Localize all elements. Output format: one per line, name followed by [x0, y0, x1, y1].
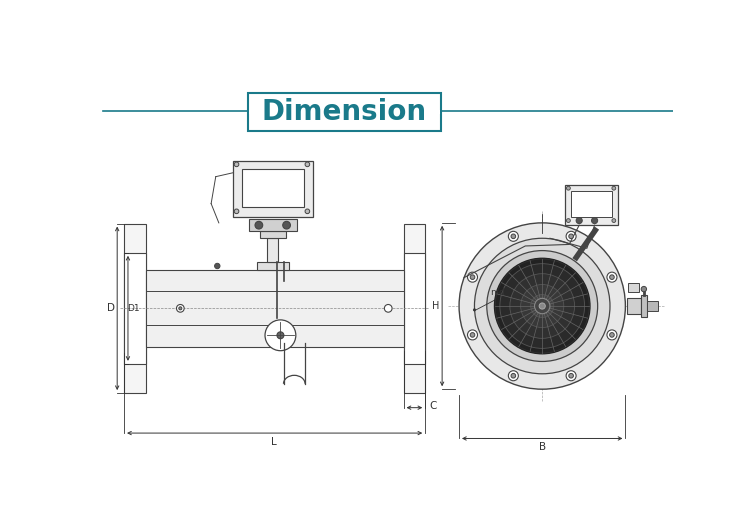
Circle shape	[510, 273, 574, 339]
Circle shape	[234, 162, 238, 167]
Bar	[404, 253, 425, 364]
Circle shape	[255, 221, 262, 229]
Circle shape	[607, 272, 617, 282]
Bar	[260, 231, 286, 238]
Circle shape	[612, 218, 616, 223]
Circle shape	[487, 251, 598, 361]
Circle shape	[566, 186, 570, 190]
Bar	[249, 110, 440, 114]
Circle shape	[568, 234, 574, 239]
Bar	[640, 295, 647, 317]
Circle shape	[494, 258, 590, 354]
Bar	[124, 224, 146, 393]
Bar	[267, 238, 278, 262]
Circle shape	[176, 305, 184, 312]
Circle shape	[539, 303, 545, 309]
Circle shape	[473, 309, 476, 311]
Circle shape	[576, 217, 582, 224]
Circle shape	[511, 373, 516, 378]
Circle shape	[283, 221, 290, 229]
Circle shape	[500, 263, 584, 349]
Circle shape	[475, 238, 610, 374]
Circle shape	[305, 162, 310, 167]
Bar	[146, 270, 404, 347]
Circle shape	[214, 263, 220, 269]
Text: Dimension: Dimension	[262, 98, 427, 126]
Circle shape	[511, 234, 516, 239]
Circle shape	[566, 218, 570, 223]
Bar	[647, 302, 658, 311]
Bar	[566, 185, 618, 225]
Circle shape	[277, 332, 284, 339]
Circle shape	[641, 286, 646, 292]
Circle shape	[592, 217, 598, 224]
Bar	[256, 262, 289, 270]
Bar	[627, 298, 640, 314]
Bar	[242, 169, 304, 207]
Circle shape	[495, 259, 590, 353]
Text: D1: D1	[127, 304, 140, 313]
Bar	[249, 219, 296, 231]
Circle shape	[467, 330, 478, 340]
Circle shape	[467, 272, 478, 282]
Circle shape	[470, 333, 475, 337]
Text: D: D	[107, 303, 115, 313]
Circle shape	[531, 295, 554, 317]
Circle shape	[612, 186, 616, 190]
Circle shape	[178, 307, 182, 310]
Bar	[628, 283, 639, 292]
Circle shape	[384, 305, 392, 312]
Circle shape	[459, 223, 626, 389]
Circle shape	[535, 298, 550, 314]
Circle shape	[509, 231, 518, 241]
Circle shape	[234, 209, 238, 214]
Circle shape	[520, 285, 564, 327]
Text: H: H	[432, 301, 439, 311]
Circle shape	[566, 371, 576, 381]
Circle shape	[610, 275, 614, 279]
Circle shape	[607, 330, 617, 340]
Circle shape	[305, 209, 310, 214]
Text: B: B	[538, 442, 546, 452]
Circle shape	[610, 333, 614, 337]
Circle shape	[265, 320, 296, 351]
Circle shape	[470, 275, 475, 279]
Text: C: C	[429, 401, 436, 411]
Circle shape	[568, 373, 574, 378]
Text: L: L	[272, 436, 278, 446]
Bar	[572, 191, 611, 217]
Circle shape	[509, 371, 518, 381]
Bar	[404, 224, 425, 393]
Text: n-d: n-d	[490, 288, 505, 297]
Circle shape	[566, 231, 576, 241]
Bar	[232, 161, 313, 217]
Bar	[124, 253, 146, 364]
Bar	[248, 93, 440, 131]
